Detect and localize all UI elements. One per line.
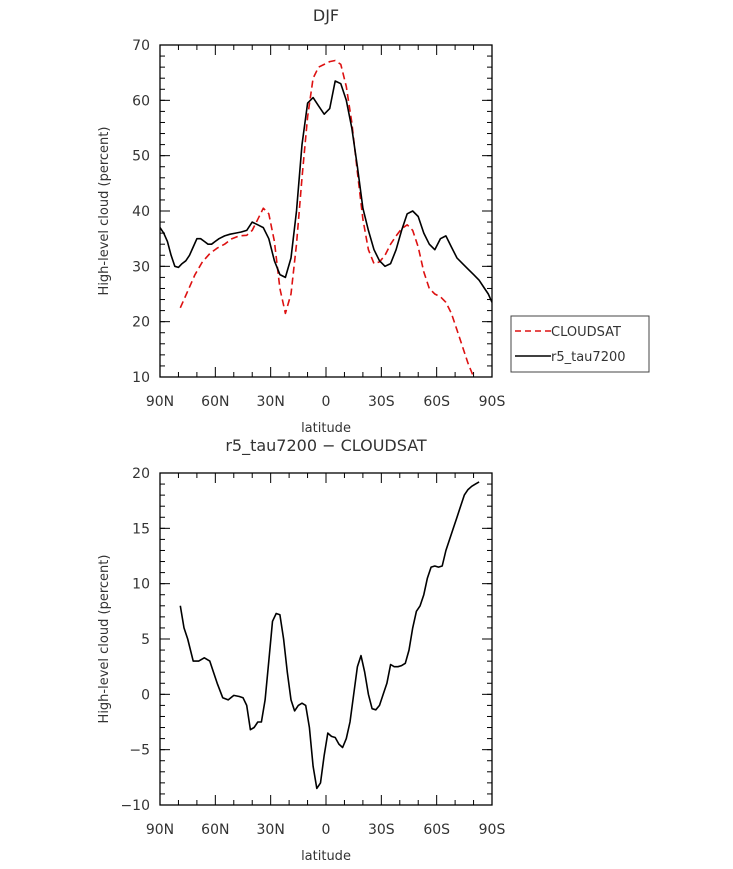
series-line-r5-tau7200-cloudsat	[179, 481, 480, 790]
legend-label: CLOUDSAT	[551, 325, 621, 340]
plot-frame	[159, 472, 493, 806]
x-tick-label: 30S	[368, 394, 395, 410]
y-tick-label: 40	[132, 204, 150, 220]
chart-title: r5_tau7200 − CLOUDSAT	[225, 436, 427, 456]
y-tick-label: 15	[132, 521, 150, 537]
x-tick-label: 90N	[146, 822, 174, 838]
y-tick-label: 5	[141, 632, 150, 648]
panel-djf: DJF 90N 60N 30N 0 30S 60S 90S 10 20 30 40 50 60 70 lati…	[97, 6, 505, 436]
x-axis-label: latitude	[301, 849, 351, 864]
x-tick-label: 60S	[423, 822, 450, 838]
x-tick-label: 60N	[201, 394, 229, 410]
x-tick-label: 30N	[257, 394, 285, 410]
x-tick-label: 60S	[423, 394, 450, 410]
y-axis-label: High-level cloud (percent)	[97, 555, 112, 724]
y-tick-label: 0	[141, 687, 150, 703]
x-tick-label: 90N	[146, 394, 174, 410]
y-tick-label: 70	[132, 38, 150, 54]
panel-difference: r5_tau7200 − CLOUDSAT 90N 60N 30N 0 30S 60S 90S…	[97, 436, 505, 864]
y-tick-label: 20	[132, 466, 150, 482]
y-tick-label: 30	[132, 259, 150, 275]
y-tick-label: 10	[132, 577, 150, 593]
y-tick-label: 60	[132, 93, 150, 109]
chart-title: DJF	[313, 6, 339, 25]
x-tick-label: 90S	[479, 394, 506, 410]
plot-frame	[159, 44, 493, 378]
legend: CLOUDSAT r5_tau7200	[510, 315, 650, 373]
y-tick-label: −10	[120, 798, 150, 814]
legend-label: r5_tau7200	[551, 350, 626, 365]
x-tick-label: 90S	[479, 822, 506, 838]
x-tick-label: 0	[322, 394, 331, 410]
x-tick-label: 30S	[368, 822, 395, 838]
x-tick-label: 30N	[257, 822, 285, 838]
y-tick-label: 50	[132, 149, 150, 165]
y-tick-label: 10	[132, 370, 150, 386]
series-line-r5-tau7200	[160, 80, 492, 303]
x-tick-label: 60N	[201, 822, 229, 838]
y-tick-label: 20	[132, 315, 150, 331]
y-axis-label: High-level cloud (percent)	[97, 127, 112, 296]
legend-box	[510, 315, 650, 373]
x-tick-label: 0	[322, 822, 331, 838]
y-tick-label: −5	[129, 743, 150, 759]
series-line-cloudsat	[179, 59, 475, 377]
x-axis-label: latitude	[301, 421, 351, 436]
